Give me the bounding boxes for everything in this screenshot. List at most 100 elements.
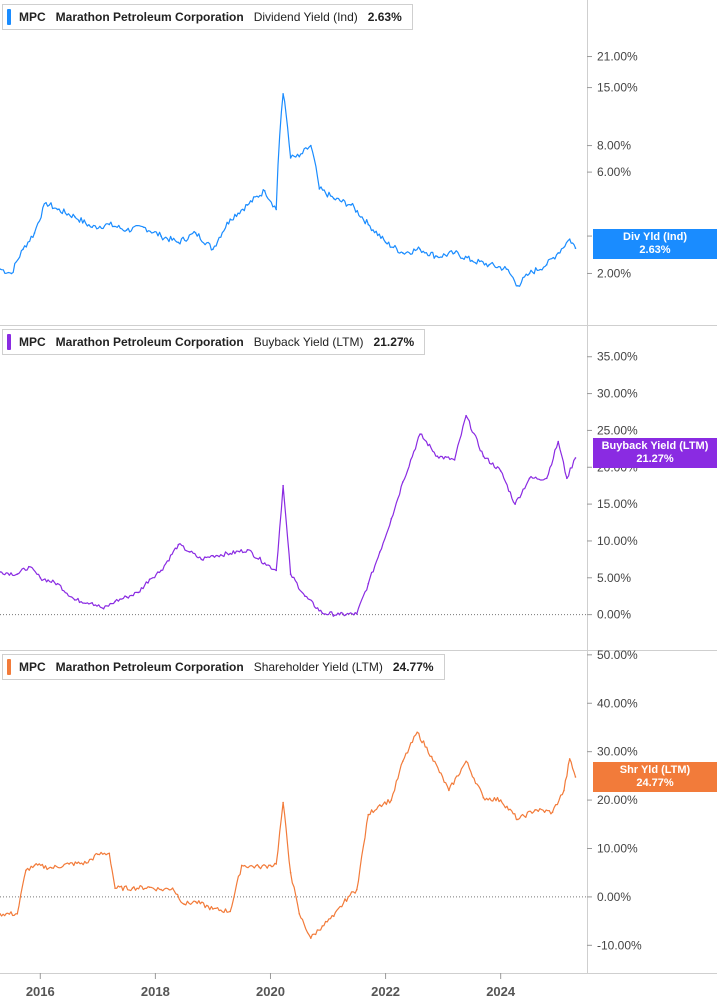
legend-company: Marathon Petroleum Corporation <box>55 335 244 349</box>
legend-swatch <box>7 659 11 675</box>
data-point <box>160 235 162 237</box>
data-point <box>68 863 70 865</box>
y-tick-label: -10.00% <box>597 938 642 952</box>
data-point <box>566 477 568 480</box>
data-point <box>240 864 243 867</box>
legend-shareholder-yield: MPC Marathon Petroleum Corporation Share… <box>2 654 445 680</box>
data-point <box>125 229 128 231</box>
data-point <box>568 758 571 760</box>
data-point <box>229 218 231 220</box>
x-tick-label: 2020 <box>256 984 285 999</box>
data-point <box>528 272 531 275</box>
data-point <box>246 549 249 551</box>
legend-swatch <box>7 9 11 25</box>
data-point <box>125 596 128 598</box>
data-point <box>289 573 292 575</box>
data-point <box>131 887 134 889</box>
data-point <box>379 804 381 806</box>
data-point <box>275 208 278 211</box>
data-point <box>189 551 191 553</box>
data-point <box>528 477 531 480</box>
data-point <box>269 864 272 867</box>
data-point <box>194 900 197 903</box>
data-point <box>85 862 88 864</box>
data-point <box>499 799 502 801</box>
y-tick-label: 6.00% <box>597 165 631 179</box>
data-point <box>333 915 335 918</box>
legend-ticker: MPC <box>19 335 46 349</box>
data-point <box>275 569 278 572</box>
data-point <box>390 799 393 801</box>
data-point <box>534 809 536 811</box>
legend-ticker: MPC <box>19 660 46 674</box>
legend-dividend-yield: MPC Marathon Petroleum Corporation Divid… <box>2 4 413 30</box>
data-point <box>177 241 180 244</box>
value-tag-value: 21.27% <box>636 453 674 465</box>
data-point <box>160 569 162 572</box>
series-line-shareholder-yield <box>0 731 577 939</box>
value-tag-label: Div Yld (Ind) <box>623 231 687 243</box>
data-point <box>160 888 162 891</box>
data-point <box>563 789 565 792</box>
data-point <box>505 268 508 270</box>
data-point <box>448 789 450 792</box>
value-tag-value: 24.77% <box>636 777 674 789</box>
data-point <box>171 887 174 889</box>
panel-shareholder-yield: -10.00% 0.00% 10.00% 20.00% 30.00% 40.00% 50.0… <box>0 648 642 952</box>
data-point <box>0 268 1 270</box>
panel-dividend-yield: 2.00%3.00%6.00%8.00%15.00%21.00% <box>0 50 638 287</box>
data-point <box>568 238 571 240</box>
data-point <box>482 455 485 458</box>
y-tick-label: 35.00% <box>597 350 638 364</box>
data-point <box>108 223 111 226</box>
data-point <box>246 204 249 206</box>
data-point <box>148 886 151 888</box>
y-tick-label: 10.00% <box>597 841 638 855</box>
legend-value: 2.63% <box>367 10 402 24</box>
data-point <box>148 578 151 581</box>
data-point <box>545 477 548 480</box>
data-point <box>310 144 312 147</box>
y-tick-label: 25.00% <box>597 423 638 437</box>
legend-company: Marathon Petroleum Corporation <box>55 660 244 674</box>
data-point <box>282 93 284 95</box>
data-point <box>51 867 53 869</box>
data-point <box>350 204 352 206</box>
data-point <box>379 551 381 553</box>
data-point <box>137 591 139 594</box>
x-tick-label: 2022 <box>371 984 400 999</box>
panel-buyback-yield: 0.00%5.00%10.00%15.00%20.00%25.00%30.00%… <box>0 350 638 622</box>
data-point <box>574 247 577 249</box>
data-point <box>436 455 439 458</box>
y-tick-label: 30.00% <box>597 745 638 759</box>
value-tag-label: Shr Yld (LTM) <box>619 764 691 776</box>
data-point <box>229 910 231 913</box>
data-point <box>517 285 519 287</box>
data-point <box>390 518 393 520</box>
data-point <box>482 796 485 799</box>
legend-swatch <box>7 334 11 350</box>
value-tag-label: Buyback Yield (LTM) <box>601 440 709 452</box>
data-point <box>28 565 30 568</box>
data-point <box>0 571 1 573</box>
y-tick-label: 8.00% <box>597 139 631 153</box>
data-point <box>321 612 324 614</box>
data-point <box>16 573 19 575</box>
series-line-buyback-yield <box>0 415 577 617</box>
data-point <box>91 226 93 229</box>
data-point <box>102 607 105 610</box>
data-point <box>183 903 185 905</box>
data-point <box>356 613 358 615</box>
y-tick-label: 20.00% <box>597 793 638 807</box>
data-point <box>416 731 419 734</box>
data-point <box>177 543 180 546</box>
y-tick-label: 0.00% <box>597 608 631 622</box>
data-point <box>419 433 421 435</box>
data-point <box>258 866 260 868</box>
data-point <box>108 852 111 855</box>
data-point <box>356 888 358 891</box>
value-tag-shareholder-yield: Shr Yld (LTM) 24.77% <box>593 762 717 792</box>
data-point <box>212 248 214 251</box>
legend-company: Marathon Petroleum Corporation <box>55 10 244 24</box>
data-point <box>419 248 421 251</box>
